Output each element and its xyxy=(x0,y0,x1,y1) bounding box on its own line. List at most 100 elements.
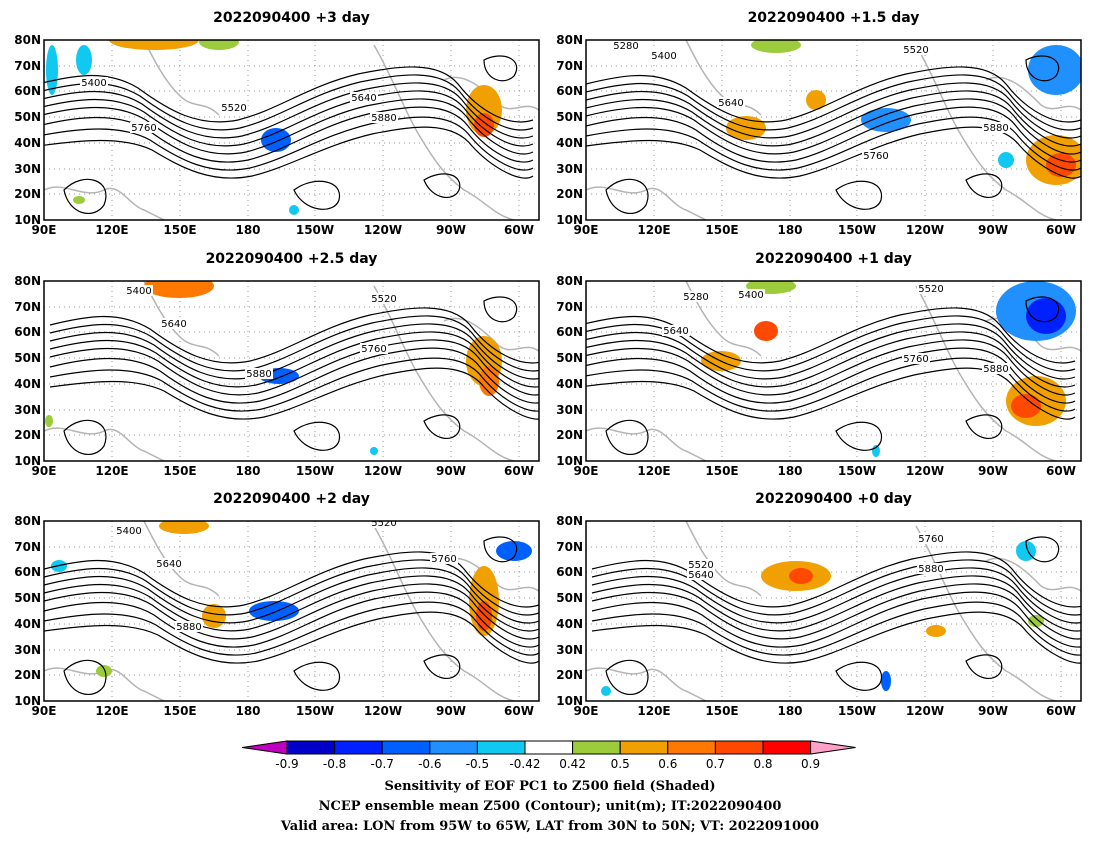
lon-tick-label: 60W xyxy=(1046,464,1076,478)
lon-tick-label: 90W xyxy=(978,464,1008,478)
colorbar-label: -0.6 xyxy=(418,757,441,771)
lat-tick-label: 10N xyxy=(14,213,41,227)
lat-tick-label: 40N xyxy=(556,617,583,631)
panel-title: 2022090400 +1.5 day xyxy=(748,10,920,26)
contour-line xyxy=(605,178,649,214)
caption-line-2: NCEP ensemble mean Z500 (Contour); unit(… xyxy=(319,799,782,814)
contour-label: 5760 xyxy=(131,123,156,134)
shaded-region xyxy=(806,90,826,110)
contour-line xyxy=(605,659,649,695)
shaded-region xyxy=(861,108,911,132)
caption-line-1: Sensitivity of EOF PC1 to Z500 field (Sh… xyxy=(384,779,715,794)
contour-line xyxy=(44,575,539,632)
contour-line xyxy=(44,126,534,179)
panel-title: 2022090400 +1 day xyxy=(755,251,912,267)
contour-line xyxy=(591,575,1081,632)
contour-line xyxy=(591,601,1081,656)
shaded-region xyxy=(45,415,53,427)
shaded-region xyxy=(479,366,499,396)
lon-tick-label: 120W xyxy=(364,223,402,237)
contour-label: 5520 xyxy=(371,518,396,529)
colorbar-swatch xyxy=(667,740,716,755)
lat-tick-label: 60N xyxy=(14,325,41,339)
contour-line xyxy=(591,583,1081,640)
gridlines xyxy=(586,521,1081,701)
contour-label: 5880 xyxy=(246,369,271,380)
shaded-region xyxy=(109,40,199,50)
shaded-region xyxy=(998,152,1014,168)
z500-contours xyxy=(44,536,539,695)
contour-line xyxy=(49,307,539,364)
contour-line xyxy=(423,173,461,198)
lon-tick-label: 150W xyxy=(838,704,876,718)
lat-tick-label: 40N xyxy=(556,136,583,150)
contour-line xyxy=(586,66,1081,123)
shaded-region xyxy=(1028,615,1044,627)
lon-tick-label: 90W xyxy=(978,704,1008,718)
colorbar-swatch xyxy=(334,740,383,755)
lat-tick-label: 30N xyxy=(556,643,583,657)
colorbar-label: -0.42 xyxy=(509,757,540,771)
map-panel: 2022090400 +2.5 day 5400 5520 5640 5760 5880 1… xyxy=(14,251,540,478)
sensitivity-shading xyxy=(701,281,1076,457)
panel-title: 2022090400 +2.5 day xyxy=(206,251,378,267)
lon-tick-label: 60W xyxy=(504,223,534,237)
lon-tick-label: 90E xyxy=(574,704,599,718)
lon-tick-label: 120W xyxy=(364,704,402,718)
lat-tick-label: 40N xyxy=(14,617,41,631)
lat-tick-label: 50N xyxy=(14,591,41,605)
lat-tick-label: 20N xyxy=(556,187,583,201)
z500-contours xyxy=(591,536,1081,695)
lon-tick-label: 90E xyxy=(574,223,599,237)
colorbar-swatch xyxy=(572,740,621,755)
shaded-region xyxy=(96,665,112,677)
colorbar-swatch xyxy=(241,740,288,755)
caption-line-3: Valid area: LON from 95W to 65W, LAT fro… xyxy=(280,819,819,834)
contour-line xyxy=(1025,296,1060,323)
map-plot-area: 5280 5400 5520 5640 5760 5880 xyxy=(586,40,1081,220)
shaded-region xyxy=(476,601,492,631)
lon-tick-label: 60W xyxy=(1046,704,1076,718)
lon-tick-label: 120E xyxy=(637,704,670,718)
colorbar-swatch xyxy=(762,740,812,755)
lat-tick-label: 60N xyxy=(14,565,41,579)
lon-tick-label: 150W xyxy=(296,223,334,237)
lat-tick-label: 30N xyxy=(556,162,583,176)
map-frame xyxy=(43,39,540,221)
contour-label: 5400 xyxy=(651,51,676,62)
lat-tick-label: 60N xyxy=(556,84,583,98)
map-panel: 2022090400 +2 day 5400 5520 5640 5760 5880 10N… xyxy=(14,491,540,718)
contour-line xyxy=(835,421,883,451)
colorbar-label: 0.8 xyxy=(753,757,772,771)
map-plot-area: 5280 5400 5520 5640 5760 5880 xyxy=(586,281,1081,461)
lat-tick-label: 20N xyxy=(14,187,41,201)
contour-line xyxy=(44,98,534,155)
contour-line xyxy=(586,116,1081,171)
lat-tick-label: 40N xyxy=(14,377,41,391)
lon-tick-label: 180 xyxy=(777,464,802,478)
contour-label: 5640 xyxy=(156,559,181,570)
lon-tick-label: 150W xyxy=(296,704,334,718)
contour-line xyxy=(586,106,1081,163)
shaded-region xyxy=(1028,45,1081,95)
contour-label: 5640 xyxy=(663,326,688,337)
map-panel: 2022090400 +1.5 day 528054005520564057605… xyxy=(556,10,1082,237)
contour-label: 5400 xyxy=(738,290,763,301)
lat-tick-label: 80N xyxy=(556,274,583,288)
shaded-region xyxy=(751,40,801,53)
contour-label: 5760 xyxy=(903,354,928,365)
lon-tick-label: 60W xyxy=(1046,223,1076,237)
contour-label: 5400 xyxy=(81,78,106,89)
contour-line xyxy=(483,536,518,563)
contour-label: 5520 xyxy=(688,560,713,571)
coastlines xyxy=(44,521,539,701)
contour-line xyxy=(44,82,534,139)
contour-labels: 5400 5520 5640 5760 5880 xyxy=(115,518,458,633)
lat-tick-label: 80N xyxy=(556,33,583,47)
lon-tick-label: 120W xyxy=(906,704,944,718)
lon-tick-label: 90W xyxy=(436,704,466,718)
shaded-region xyxy=(926,625,946,637)
contour-label: 5640 xyxy=(161,319,186,330)
lon-tick-label: 120W xyxy=(906,464,944,478)
